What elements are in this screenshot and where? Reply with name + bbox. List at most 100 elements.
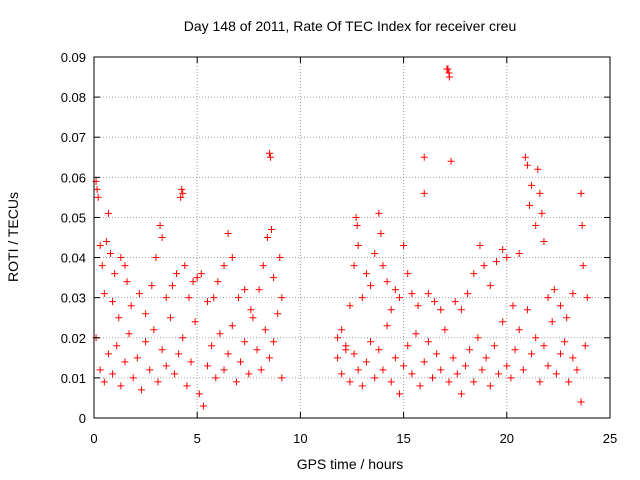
data-point [367,282,375,290]
data-point [482,354,490,362]
data-point [377,229,385,237]
data-point [142,310,150,318]
data-point [121,262,129,270]
data-point [387,378,395,386]
data-point [499,246,507,254]
data-point [121,358,129,366]
data-point [391,286,399,294]
data-point [453,370,461,378]
x-tick-label: 20 [500,431,514,446]
x-tick-label: 0 [90,431,97,446]
data-point [166,314,174,322]
data-point [408,290,416,298]
data-point [125,330,133,338]
y-axis-label: ROTI / TECUs [5,192,21,282]
data-point [96,242,104,250]
data-point [181,262,189,270]
y-tick-label: 0 [79,411,86,426]
data-point [158,234,166,241]
data-point [556,350,564,358]
data-point [507,374,515,382]
data-point [100,378,108,386]
data-point [437,306,445,314]
data-point [104,350,112,358]
data-point [470,270,478,278]
data-point [107,250,115,258]
data-point [550,286,558,294]
data-point [261,326,269,334]
data-point [565,378,573,386]
data-point [241,286,249,294]
data-point [395,294,403,302]
data-point [117,382,125,390]
axis-ticks [93,56,611,419]
data-point [117,254,125,262]
data-point [583,294,591,302]
data-point [444,65,452,73]
data-point [354,242,362,250]
data-point [503,362,511,370]
data-point [338,326,346,334]
data-point [257,366,265,374]
data-point [464,290,472,298]
data-point [492,258,500,266]
data-point [93,185,101,193]
data-point [528,350,536,358]
data-point [276,254,284,262]
data-point [420,189,428,197]
data-point [96,366,104,374]
data-point [185,294,193,302]
data-point [578,221,586,229]
data-point [561,338,569,346]
y-tick-label: 0.08 [61,90,86,105]
data-point [187,358,195,366]
data-point [274,310,282,318]
data-point [375,209,383,217]
data-point [115,314,123,322]
data-point [371,374,379,382]
data-point [358,294,366,302]
data-point [197,270,205,278]
data-point [113,342,121,350]
plot-frame [93,56,611,419]
data-point [569,354,577,362]
data-point [259,262,267,270]
x-tick-label: 10 [293,431,307,446]
data-point [509,302,517,310]
data-point [480,262,488,270]
data-point [102,238,110,246]
data-point [255,286,263,294]
y-tick-label: 0.04 [61,251,86,266]
y-tick-label: 0.07 [61,130,86,145]
data-point [152,254,160,262]
data-point [371,250,379,258]
data-point [265,354,273,362]
data-point [253,346,261,354]
data-point [232,378,240,386]
data-point [162,362,170,370]
data-point [278,374,286,382]
data-point [199,402,207,410]
data-point [528,181,536,189]
data-point [383,322,391,330]
data-point [133,354,141,362]
data-point [170,370,178,378]
data-point [266,153,274,161]
data-point [362,358,370,366]
data-point [111,270,119,278]
data-point [212,374,220,382]
data-point [451,298,459,306]
data-point [437,366,445,374]
data-point [183,382,191,390]
data-point [228,254,236,262]
data-point [268,225,276,233]
data-point [338,370,346,378]
data-point [391,354,399,362]
data-point [412,330,420,338]
data-point [237,358,245,366]
data-point [346,378,354,386]
data-point [556,302,564,310]
data-point [447,157,455,165]
data-point [247,306,255,314]
data-point [265,149,273,157]
